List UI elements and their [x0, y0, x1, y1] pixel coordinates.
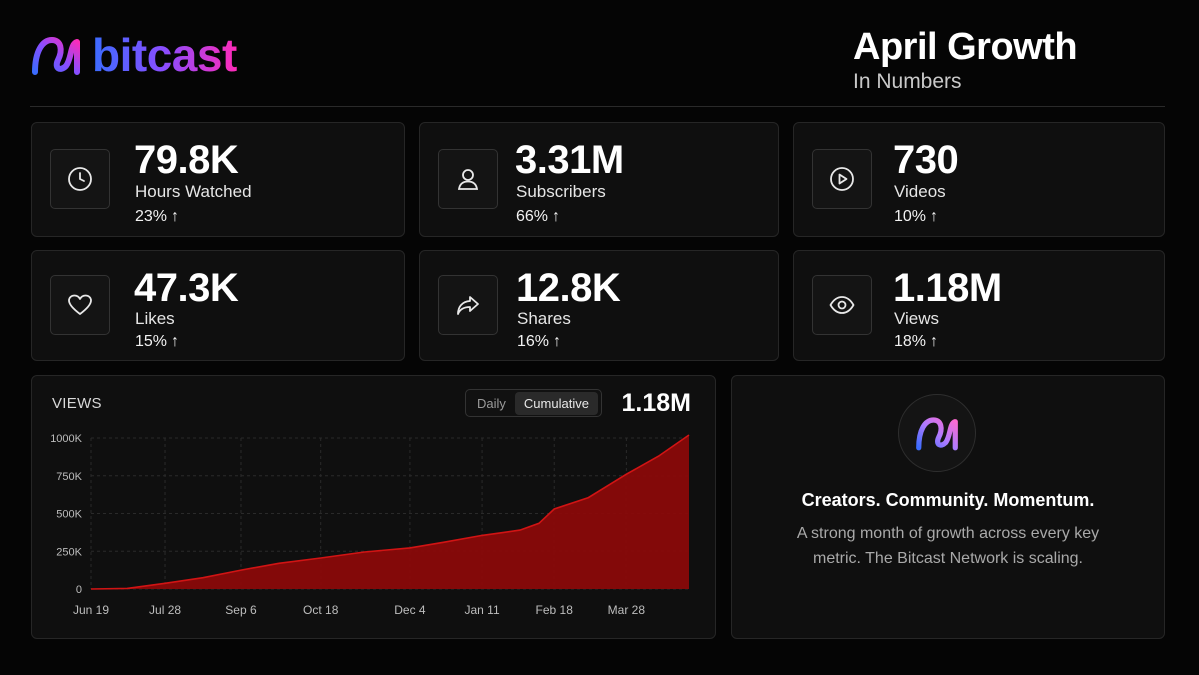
y-tick-label: 250K — [56, 546, 82, 558]
metric-value: 12.8K — [516, 266, 621, 310]
y-tick-label: 750K — [56, 471, 82, 483]
metric-label: Likes — [135, 309, 175, 328]
y-tick-label: 1000K — [50, 433, 82, 445]
metric-card-subscribers: 3.31M Subscribers 66% ↑ — [419, 122, 779, 237]
header-divider — [30, 106, 1165, 107]
metric-card-hours-watched: 79.8K Hours Watched 23% ↑ — [31, 122, 405, 237]
metric-change-percent: 23% — [135, 208, 168, 225]
arrow-up-icon: ↑ — [171, 208, 180, 225]
views-area-fill — [91, 435, 689, 589]
metric-card-likes: 47.3K Likes 15% ↑ — [31, 250, 405, 361]
toggle-daily-button[interactable]: Daily — [477, 395, 506, 411]
page-title: April Growth — [853, 26, 1078, 68]
chart-mode-toggle: Daily Cumulative — [465, 389, 602, 417]
views-series-line — [90, 434, 690, 590]
report-header: April Growth In Numbers — [853, 26, 1078, 94]
x-tick-label: Jun 19 — [73, 603, 109, 617]
chart-total-value: 1.18M — [621, 389, 691, 417]
metric-card-shares: 12.8K Shares 16% ↑ — [419, 250, 779, 361]
metric-change-percent: 66% — [516, 208, 549, 225]
brand-logo: bitcast — [30, 32, 237, 78]
metric-change: 16% ↑ — [517, 333, 561, 351]
user-icon — [438, 149, 498, 209]
metric-value: 1.18M — [893, 266, 1002, 310]
arrow-up-icon: ↑ — [930, 208, 939, 225]
metric-change: 15% ↑ — [135, 333, 179, 351]
views-area-chart: 0 250K 500K 750K 1000K Jun 19 Jul 28 Sep 6 Oct 1… — [50, 433, 690, 617]
eye-icon — [812, 275, 872, 335]
x-tick-label: Jul 28 — [149, 603, 181, 617]
play-icon — [812, 149, 872, 209]
bitcast-logo-icon — [898, 394, 976, 472]
x-tick-label: Oct 18 — [303, 603, 339, 617]
metric-change: 23% ↑ — [135, 208, 179, 226]
page-subtitle: In Numbers — [853, 70, 962, 93]
arrow-up-icon: ↑ — [553, 333, 562, 350]
metric-label: Subscribers — [516, 182, 606, 201]
metric-value: 730 — [893, 138, 959, 182]
x-tick-label: Dec 4 — [394, 603, 426, 617]
metric-label: Views — [894, 309, 940, 328]
toggle-cumulative-button[interactable]: Cumulative — [514, 391, 598, 415]
brand-name: bitcast — [92, 29, 237, 81]
x-tick-label: Feb 18 — [536, 603, 574, 617]
metric-change-percent: 18% — [894, 333, 927, 350]
metric-value: 3.31M — [515, 138, 624, 182]
bitcast-logo-icon — [32, 37, 80, 75]
heart-icon — [50, 275, 110, 335]
arrow-up-icon: ↑ — [930, 333, 939, 350]
promo-body: A strong month of growth across every ke… — [796, 525, 1100, 567]
metric-change: 18% ↑ — [894, 333, 938, 351]
x-tick-label: Jan 11 — [465, 603, 500, 617]
promo-heading: Creators. Community. Momentum. — [801, 490, 1095, 510]
metric-label: Hours Watched — [135, 182, 252, 201]
chart-title: VIEWS — [52, 395, 102, 412]
arrow-up-icon: ↑ — [552, 208, 561, 225]
metric-change-percent: 10% — [894, 208, 927, 225]
y-tick-label: 0 — [76, 584, 82, 596]
metric-value: 47.3K — [134, 266, 239, 310]
metric-change: 10% ↑ — [894, 208, 938, 226]
metric-change-percent: 15% — [135, 333, 168, 350]
clock-icon — [50, 149, 110, 209]
metric-label: Shares — [517, 309, 571, 328]
metric-value: 79.8K — [134, 138, 239, 182]
promo-card: Creators. Community. Momentum. A strong … — [731, 375, 1165, 639]
metric-card-views: 1.18M Views 18% ↑ — [793, 250, 1165, 361]
metric-change-percent: 16% — [517, 333, 550, 350]
x-tick-label: Mar 28 — [608, 603, 646, 617]
share-icon — [438, 275, 498, 335]
y-tick-label: 500K — [56, 509, 82, 521]
views-chart-card: VIEWS Daily Cumulative 1.18M 0 250K 500K 75… — [31, 375, 716, 639]
x-tick-label: Sep 6 — [225, 603, 257, 617]
arrow-up-icon: ↑ — [171, 333, 180, 350]
metric-card-videos: 730 Videos 10% ↑ — [793, 122, 1165, 237]
metric-label: Videos — [894, 182, 946, 201]
metric-change: 66% ↑ — [516, 208, 560, 226]
